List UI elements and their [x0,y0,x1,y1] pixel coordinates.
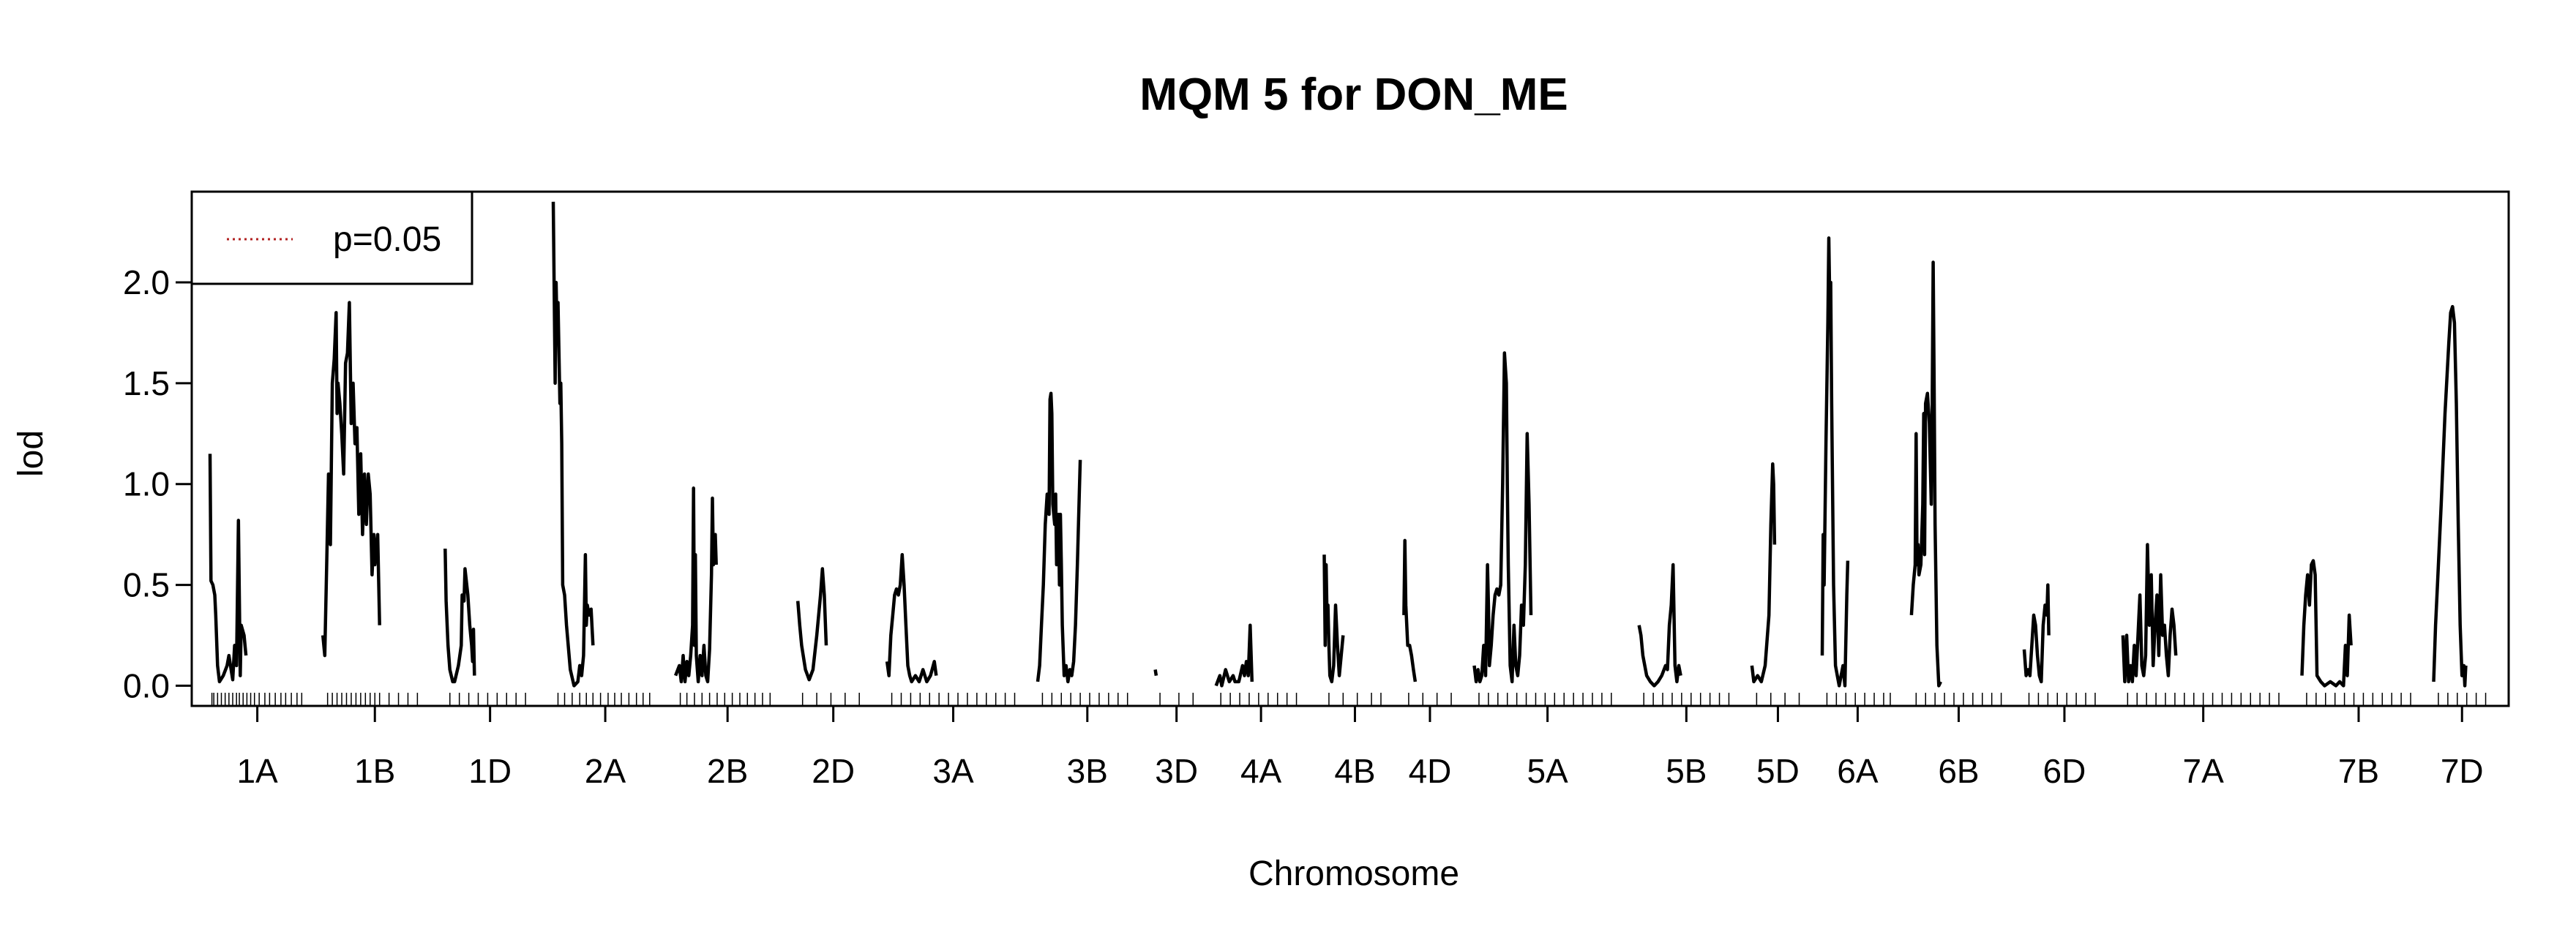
lod-line-4D [1402,538,1418,683]
lod-line-1B [321,301,381,658]
lod-line-3A [885,552,938,684]
chromosome-label-2A: 2A [585,752,626,790]
lod-line-5D [1750,462,1777,684]
y-tick-label: 1.0 [123,465,170,503]
chromosome-label-3A: 3A [932,752,974,790]
x-axis-label: Chromosome [1248,854,1459,893]
chromosome-label-1D: 1D [468,752,512,790]
lod-line-6B [1909,260,1942,688]
lod-line-4A [1214,623,1254,688]
chart-title: MQM 5 for DON_ME [1139,69,1568,120]
lod-line-1D [443,548,476,684]
chromosome-label-5A: 5A [1527,752,1568,790]
legend: p=0.05 [190,190,473,285]
chromosome-label-5B: 5B [1666,752,1707,790]
chromosome-label-6A: 6A [1837,752,1879,790]
lod-line-4B [1322,554,1345,684]
chromosome-label-3B: 3B [1067,752,1108,790]
lod-line-5B [1637,563,1682,688]
lod-line-2B [673,486,718,684]
lod-line-6A [1820,236,1850,688]
lod-line-7D [2432,304,2468,688]
chromosome-label-2B: 2B [707,752,748,790]
y-tick-label: 0.5 [123,566,170,604]
lod-line-6D [2022,583,2051,684]
chromosome-label-4A: 4A [1240,752,1282,790]
legend-entry-label: p=0.05 [333,220,441,259]
y-tick-label: 0.0 [123,666,170,704]
chromosome-label-6B: 6B [1938,752,1979,790]
chromosome-label-3D: 3D [1155,752,1198,790]
lod-line-7B [2300,559,2353,688]
lod-line-2A [551,201,595,688]
lod-line-1A [208,454,248,684]
chromosome-label-7A: 7A [2183,752,2225,790]
y-tick-label: 2.0 [123,263,170,301]
chromosome-label-4B: 4B [1334,752,1375,790]
plot-frame [190,190,2510,707]
y-tick-label: 1.5 [123,364,170,402]
lod-line-2D [795,567,828,682]
plot-area: 0.0 0.5 1.0 1.5 2.0 1A 1B 1D 2A 2B 2D 3A 3B 3D 4A 4B 4D 5… [123,190,2510,790]
chromosome-label-2D: 2D [812,752,855,790]
legend-box [190,190,473,285]
lod-line-7A [2121,543,2178,684]
lod-line-3B [1036,391,1082,684]
chromosome-label-7B: 7B [2338,752,2379,790]
chromosome-label-1A: 1A [236,752,278,790]
lod-line-5A [1472,351,1533,684]
chromosome-label-5D: 5D [1756,752,1800,790]
y-axis-label: lod [12,430,50,477]
chromosome-label-1B: 1B [354,752,395,790]
chromosome-label-6D: 6D [2043,752,2086,790]
chromosome-label-4D: 4D [1409,752,1452,790]
chromosome-label-7D: 7D [2441,752,2484,790]
